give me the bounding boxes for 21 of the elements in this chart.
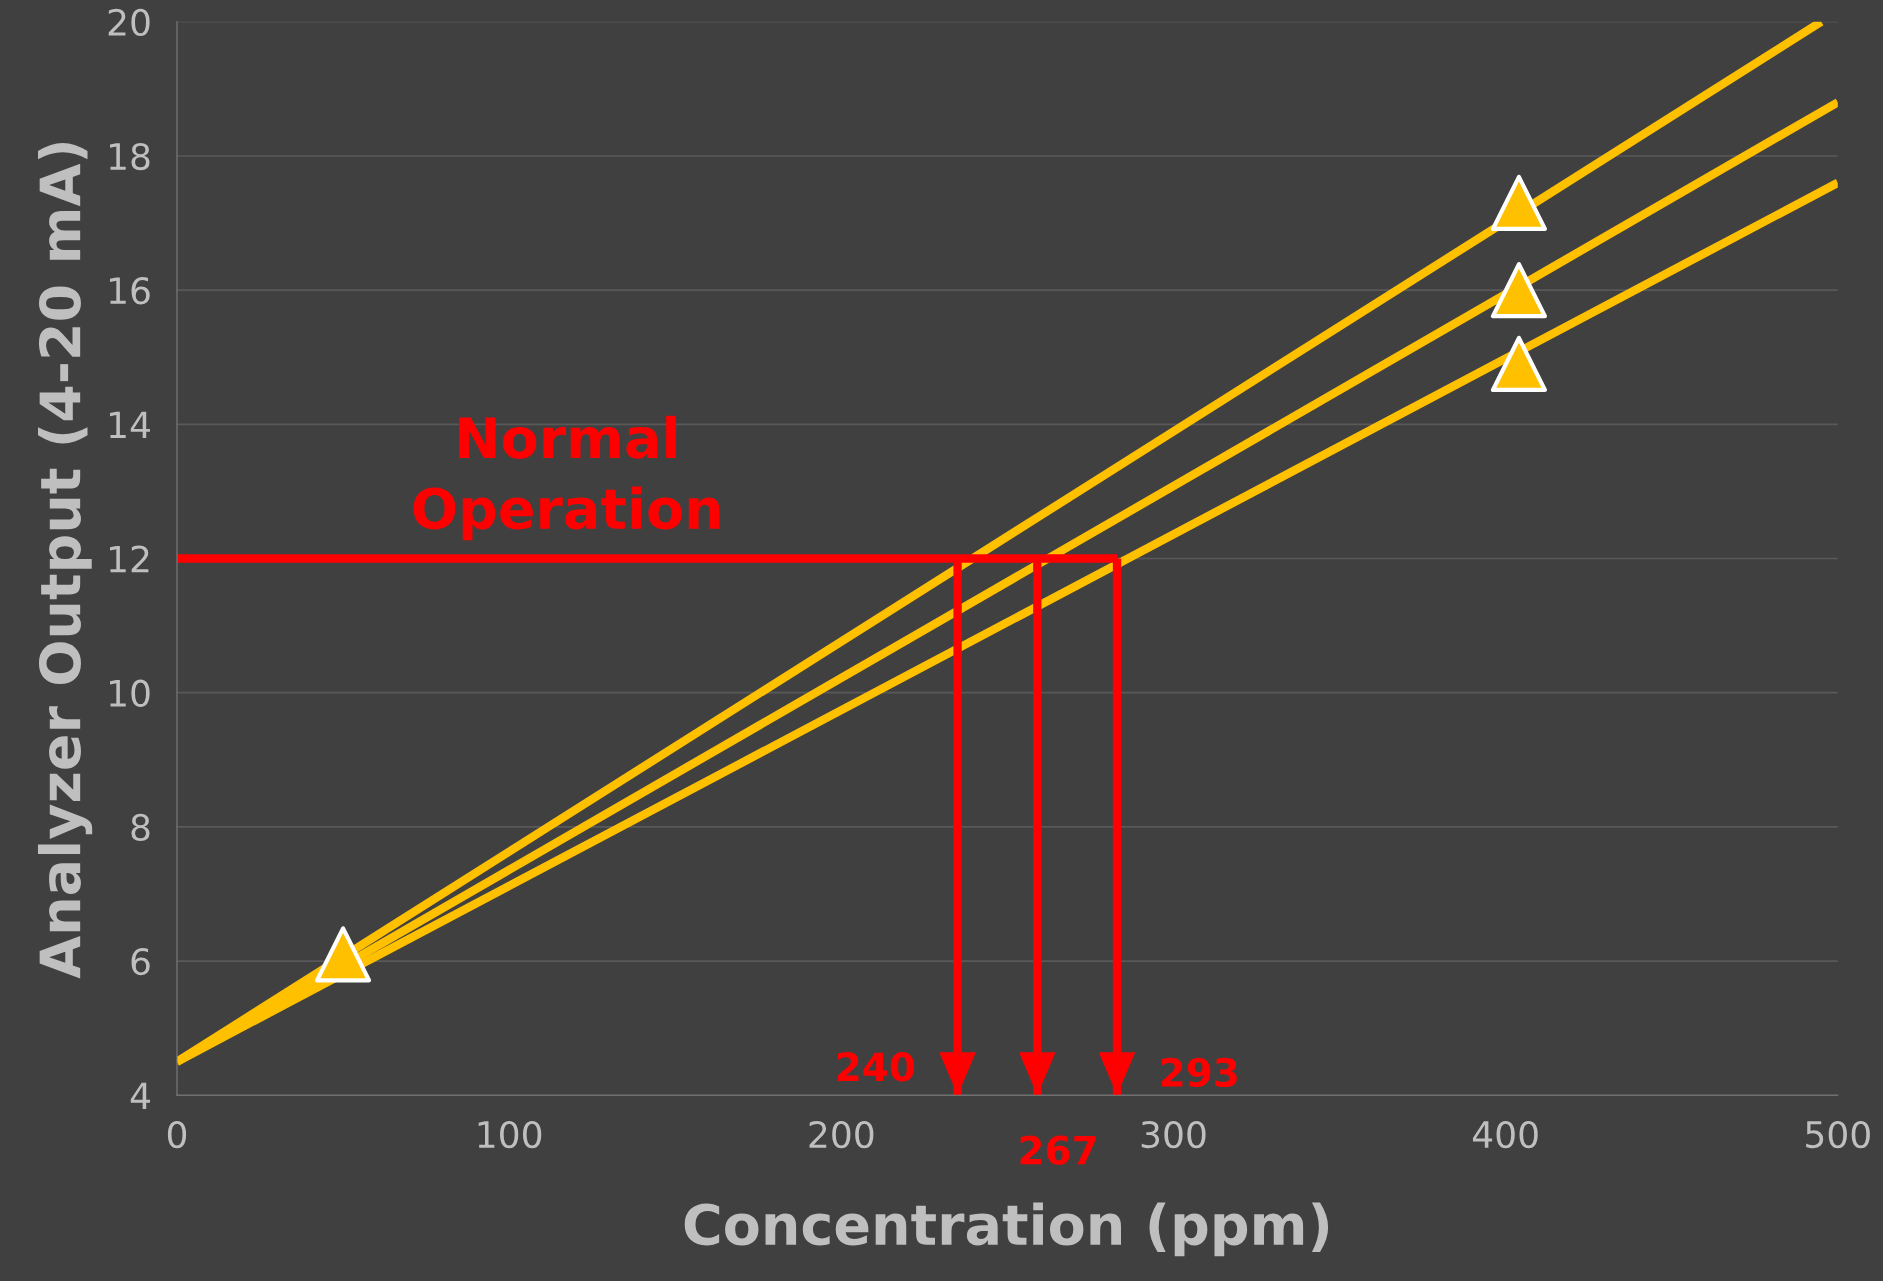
x-tick-label: 200	[809, 1120, 874, 1149]
y-tick-label: 6	[131, 947, 150, 976]
y-tick-label: 8	[131, 813, 150, 842]
y-tick-label: 4	[130, 1082, 150, 1109]
y-tick-label: 10	[110, 679, 150, 707]
x-axis-title: Concentration (ppm)	[684, 1202, 1329, 1257]
annotation: 293	[1161, 1057, 1237, 1088]
x-tick-label: 0	[167, 1120, 187, 1149]
y-tick-label: 12	[110, 545, 149, 573]
y-tick-label: 14	[110, 411, 150, 439]
y-tick-label: 16	[110, 277, 150, 305]
x-tick-label: 400	[1472, 1120, 1538, 1149]
annotation: Normal Operation	[413, 415, 720, 541]
annotation: 240	[837, 1052, 915, 1082]
y-axis-title: Analyzer Output (4-20 mA)	[37, 142, 93, 979]
x-tick-label: 500	[1806, 1120, 1870, 1149]
y-tick-label: 20	[108, 8, 150, 37]
y-tick-label: 18	[110, 142, 150, 171]
x-tick-label: 300	[1141, 1120, 1206, 1149]
x-tick-label: 100	[478, 1120, 542, 1149]
annotation: 267	[1020, 1135, 1096, 1165]
